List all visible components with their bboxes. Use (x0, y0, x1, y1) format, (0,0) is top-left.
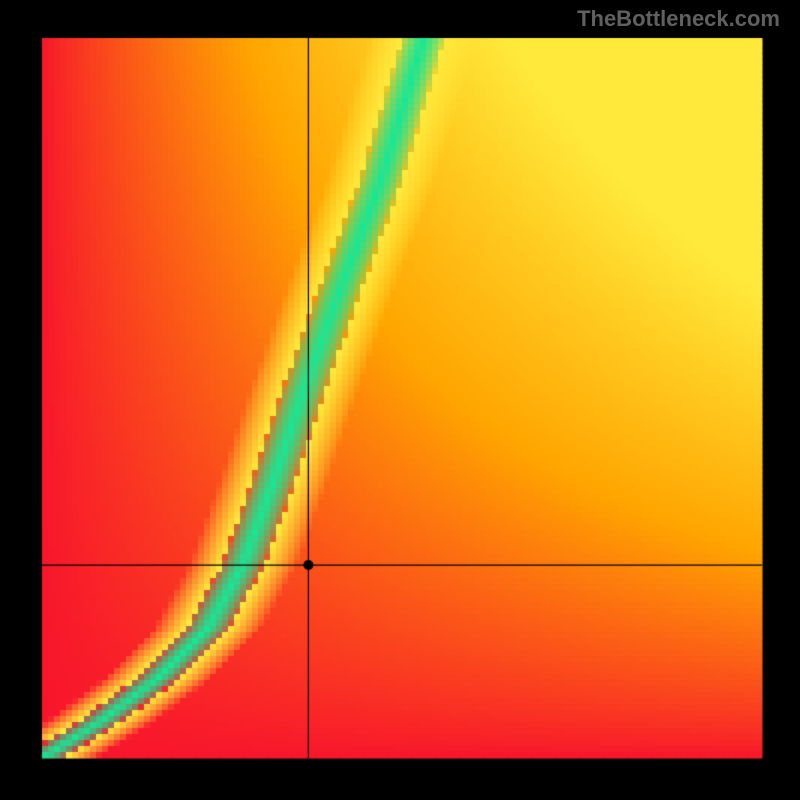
watermark-text: TheBottleneck.com (577, 6, 780, 32)
heatmap-canvas (0, 0, 800, 800)
